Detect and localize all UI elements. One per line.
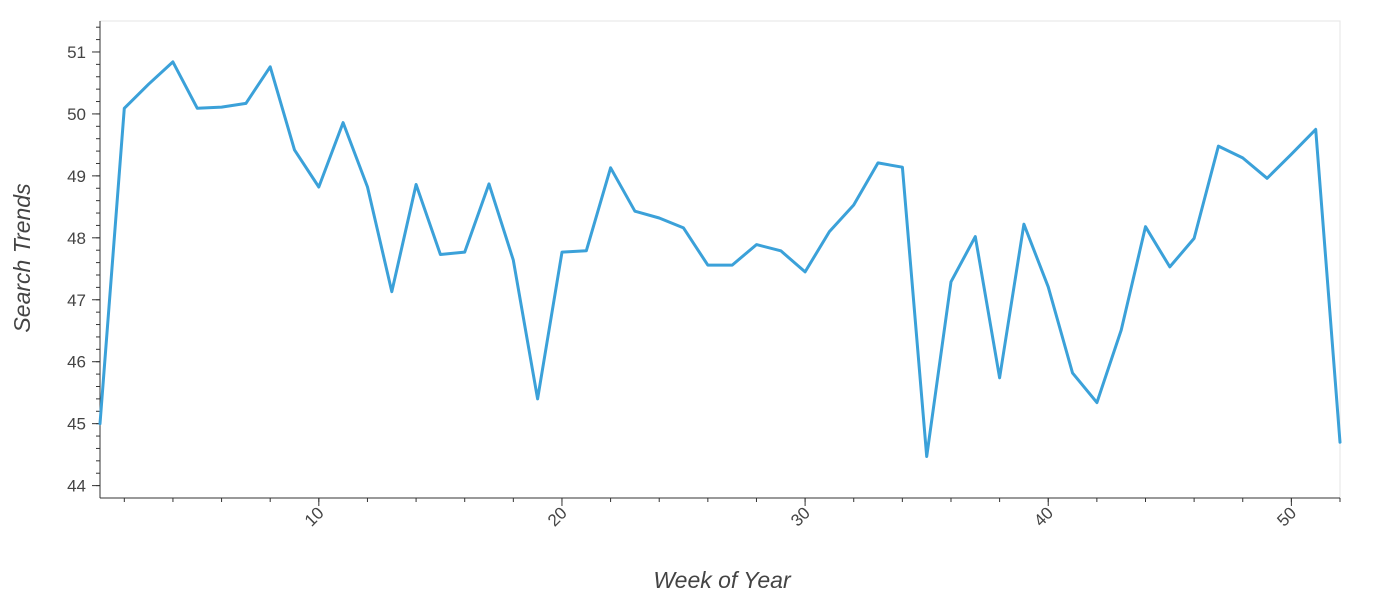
data-point bbox=[196, 107, 199, 110]
data-point bbox=[390, 290, 393, 293]
y-axis-title: Search Trends bbox=[9, 183, 35, 333]
data-point bbox=[1193, 237, 1196, 240]
data-point bbox=[1144, 225, 1147, 228]
data-point bbox=[998, 376, 1001, 379]
data-point bbox=[1314, 128, 1317, 131]
data-point bbox=[1022, 223, 1025, 226]
data-point bbox=[1120, 329, 1123, 332]
y-tick-label: 51 bbox=[67, 43, 86, 62]
plot-border bbox=[99, 20, 1341, 499]
data-point bbox=[755, 243, 758, 246]
data-point bbox=[366, 186, 369, 189]
x-tick-label: 40 bbox=[1030, 503, 1057, 530]
data-point bbox=[488, 182, 491, 185]
data-point bbox=[925, 455, 928, 458]
y-tick-label: 50 bbox=[67, 105, 86, 124]
data-point bbox=[99, 422, 102, 425]
data-point bbox=[974, 235, 977, 238]
data-point bbox=[682, 226, 685, 229]
data-point bbox=[731, 264, 734, 267]
data-point bbox=[560, 251, 563, 254]
data-point bbox=[1266, 177, 1269, 180]
axes: 44 45 46 47 48 49 50 51 10 20 30 40 50 bbox=[67, 21, 1341, 530]
data-point bbox=[633, 210, 636, 213]
data-point bbox=[123, 107, 126, 110]
data-point bbox=[415, 183, 418, 186]
y-tick-label: 46 bbox=[67, 353, 86, 372]
data-point bbox=[317, 186, 320, 189]
y-tick-label: 49 bbox=[67, 167, 86, 186]
data-point bbox=[1290, 153, 1293, 156]
data-point bbox=[852, 203, 855, 206]
data-point bbox=[949, 280, 952, 283]
x-tick-label: 30 bbox=[787, 503, 814, 530]
data-point bbox=[1339, 441, 1342, 444]
y-tick-label: 47 bbox=[67, 291, 86, 310]
series-line bbox=[98, 60, 1342, 458]
data-point bbox=[1047, 285, 1050, 288]
data-point bbox=[342, 121, 345, 124]
data-point bbox=[1241, 156, 1244, 159]
data-point bbox=[1217, 145, 1220, 148]
data-point bbox=[512, 259, 515, 262]
data-point bbox=[463, 251, 466, 254]
series-layer bbox=[98, 60, 1342, 458]
x-tick-label: 50 bbox=[1273, 503, 1300, 530]
data-point bbox=[171, 60, 174, 63]
data-point bbox=[536, 397, 539, 400]
data-point bbox=[901, 166, 904, 169]
data-point bbox=[828, 230, 831, 233]
x-tick-label: 10 bbox=[301, 503, 328, 530]
data-point bbox=[293, 148, 296, 151]
data-point bbox=[609, 166, 612, 169]
data-point bbox=[439, 253, 442, 256]
x-tick-label: 20 bbox=[544, 503, 571, 530]
y-tick-label: 44 bbox=[67, 477, 86, 496]
data-point bbox=[877, 161, 880, 164]
data-point bbox=[147, 83, 150, 86]
data-point bbox=[269, 65, 272, 68]
x-axis-title: Week of Year bbox=[653, 567, 792, 593]
data-point bbox=[658, 216, 661, 219]
plot-frame bbox=[99, 20, 1341, 499]
y-tick-label: 48 bbox=[67, 229, 86, 248]
data-point bbox=[779, 249, 782, 252]
data-point bbox=[804, 270, 807, 273]
data-point bbox=[1095, 401, 1098, 404]
data-point bbox=[244, 102, 247, 105]
data-point bbox=[1168, 265, 1171, 268]
data-point bbox=[220, 106, 223, 109]
data-point bbox=[706, 264, 709, 267]
data-point bbox=[1071, 371, 1074, 374]
y-tick-label: 45 bbox=[67, 415, 86, 434]
data-point bbox=[585, 249, 588, 252]
